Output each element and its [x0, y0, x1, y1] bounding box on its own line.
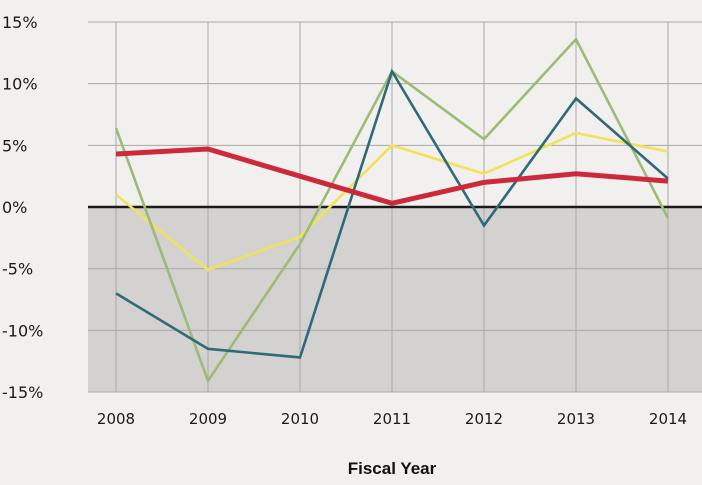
gridlines [88, 21, 702, 393]
series-line-1 [115, 131, 669, 272]
x-tick-label: 2012 [465, 410, 503, 428]
x-tick-label: 2011 [373, 410, 411, 428]
x-axis-ticks: 2008 2009 2010 2011 2012 2013 2014 [97, 410, 687, 428]
x-tick-label: 2013 [557, 410, 595, 428]
x-tick-label: 2008 [97, 410, 135, 428]
y-tick-label: -5% [2, 260, 33, 279]
x-axis-label: Fiscal Year [348, 459, 437, 478]
y-axis-ticks: 15% 10% 5% 0% -5% -10% -15% [2, 13, 43, 402]
series-lines [114, 37, 670, 384]
y-tick-label: 0% [2, 198, 27, 217]
y-tick-label: 10% [2, 75, 38, 94]
plot-negative-shading [88, 207, 702, 392]
y-tick-label: 15% [2, 13, 38, 32]
y-tick-label: -10% [2, 321, 43, 340]
series-line-0 [115, 146, 669, 206]
x-tick-label: 2014 [649, 410, 687, 428]
x-tick-label: 2010 [281, 410, 319, 428]
x-tick-label: 2009 [189, 410, 227, 428]
y-tick-label: -15% [2, 383, 43, 402]
y-tick-label: 5% [2, 136, 27, 155]
series-line-2 [115, 68, 669, 359]
